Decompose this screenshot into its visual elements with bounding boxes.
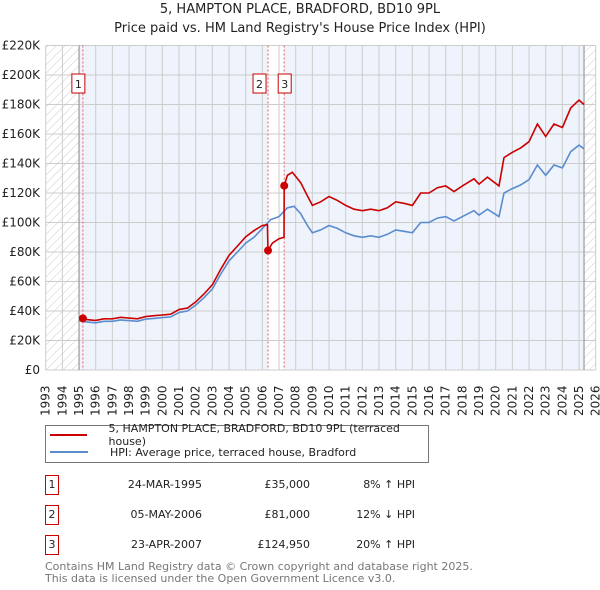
property-price-line xyxy=(82,99,585,322)
sale-marker-box: 1 xyxy=(45,475,59,495)
y-tick-label: £0 xyxy=(25,363,40,377)
x-tick-label: 2019 xyxy=(472,385,486,416)
footer-licence: This data is licensed under the Open Gov… xyxy=(45,572,396,585)
y-tick-label: £100K xyxy=(2,216,42,230)
y-tick-label: £180K xyxy=(2,98,42,112)
footer: Contains HM Land Registry data © Crown c… xyxy=(45,561,473,585)
sale-price: £35,000 xyxy=(264,478,311,491)
x-tick-label: 2025 xyxy=(572,385,586,416)
x-tick-label: 2020 xyxy=(489,385,503,416)
x-tick-label: 2014 xyxy=(389,385,403,416)
x-tick-label: 2006 xyxy=(255,385,269,416)
legend-item-hpi: HPI: Average price, terraced house, Brad… xyxy=(50,444,356,460)
x-tick-label: 2026 xyxy=(589,385,600,416)
x-tick-label: 1996 xyxy=(89,385,103,416)
x-tick-label: 1994 xyxy=(55,385,69,416)
x-tick-label: 2005 xyxy=(239,385,253,416)
x-tick-label: 2024 xyxy=(555,385,569,416)
y-tick-label: £220K xyxy=(2,39,42,53)
x-tick-label: 1997 xyxy=(105,385,119,416)
x-tick-label: 2002 xyxy=(189,385,203,416)
sale-hpi-diff: 8% ↑ HPI xyxy=(363,478,415,491)
x-tick-label: 2022 xyxy=(522,385,536,416)
y-tick-label: £140K xyxy=(2,157,42,171)
y-tick-label: £120K xyxy=(2,186,42,200)
x-tick-label: 2018 xyxy=(455,385,469,416)
sale-point xyxy=(280,181,289,190)
x-tick-label: 2004 xyxy=(222,385,236,416)
legend: 5, HAMPTON PLACE, BRADFORD, BD10 9PL (te… xyxy=(45,422,429,463)
x-tick-label: 2021 xyxy=(505,385,519,416)
sale-hpi-diff: 20% ↑ HPI xyxy=(356,538,415,551)
sale-marker-label: 2 xyxy=(256,78,263,91)
x-tick-label: 1995 xyxy=(72,385,86,416)
x-tick-label: 2015 xyxy=(405,385,419,416)
y-tick-label: £40K xyxy=(9,304,41,318)
sale-price: £124,950 xyxy=(257,538,311,551)
x-tick-label: 2000 xyxy=(155,385,169,416)
sale-marker-box: 2 xyxy=(45,505,59,525)
sale-date: 05-MAY-2006 xyxy=(130,508,202,521)
sale-point xyxy=(78,314,87,323)
hpi-line xyxy=(78,144,585,324)
y-tick-label: £20K xyxy=(9,334,41,348)
legend-label: HPI: Average price, terraced house, Brad… xyxy=(110,445,357,459)
x-tick-label: 1998 xyxy=(122,385,136,416)
x-tick-label: 2017 xyxy=(439,385,453,416)
x-tick-label: 2007 xyxy=(272,385,286,416)
chart-subtitle: Price paid vs. HM Land Registry's House … xyxy=(114,21,486,36)
x-tick-label: 2012 xyxy=(355,385,369,416)
sale-marker-label: 1 xyxy=(75,78,82,91)
x-tick-label: 2003 xyxy=(205,385,219,416)
y-tick-label: £160K xyxy=(2,127,42,141)
x-tick-label: 1999 xyxy=(139,385,153,416)
x-tick-label: 2013 xyxy=(372,385,386,416)
legend-swatch-blue xyxy=(50,451,88,453)
x-tick-label: 2008 xyxy=(289,385,303,416)
sale-date: 23-APR-2007 xyxy=(130,538,202,551)
x-tick-label: 2009 xyxy=(305,385,319,416)
plot-background xyxy=(45,45,596,370)
sale-price: £81,000 xyxy=(264,508,311,521)
x-tick-label: 2010 xyxy=(322,385,336,416)
hatched-region xyxy=(584,45,596,370)
x-tick-label: 1993 xyxy=(39,385,53,416)
legend-label: 5, HAMPTON PLACE, BRADFORD, BD10 9PL (te… xyxy=(108,422,400,448)
x-tick-label: 2016 xyxy=(422,385,436,416)
footer-copyright: Contains HM Land Registry data © Crown c… xyxy=(45,560,473,573)
y-tick-label: £200K xyxy=(2,68,42,82)
sale-marker-box xyxy=(277,73,292,94)
legend-swatch-red xyxy=(50,434,87,436)
sale-marker-box xyxy=(71,73,86,94)
x-tick-label: 2023 xyxy=(539,385,553,416)
x-tick-label: 2001 xyxy=(172,385,186,416)
legend-item-property: 5, HAMPTON PLACE, BRADFORD, BD10 9PL (te… xyxy=(50,422,428,448)
sale-date: 24-MAR-1995 xyxy=(127,478,202,491)
x-tick-label: 2011 xyxy=(339,385,353,416)
sale-hpi-diff: 12% ↓ HPI xyxy=(356,508,415,521)
sale-marker-label: 3 xyxy=(281,78,288,91)
y-tick-label: £60K xyxy=(9,275,41,289)
ownership-gap-band xyxy=(268,45,285,370)
y-tick-label: £80K xyxy=(9,245,41,259)
sale-marker-box xyxy=(252,73,267,94)
chart-title: 5, HAMPTON PLACE, BRADFORD, BD10 9PL xyxy=(159,2,441,17)
sale-point xyxy=(264,246,273,255)
sale-marker-box: 3 xyxy=(45,535,59,555)
